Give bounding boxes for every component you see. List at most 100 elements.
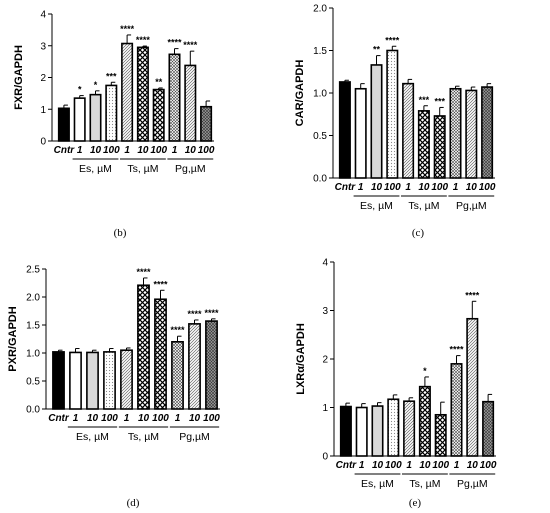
- bar: [481, 86, 494, 179]
- control-label: Cntr: [335, 182, 357, 193]
- group-label: Pg,µM: [175, 163, 206, 175]
- significance-mark: **: [155, 77, 163, 87]
- bar: [433, 115, 446, 179]
- concentration-label: 10: [90, 145, 102, 156]
- significance-mark: ****: [167, 38, 182, 48]
- significance-mark: ****: [385, 35, 400, 45]
- y-axis-title: CAR/GAPDH: [294, 60, 306, 127]
- control-label: Cntr: [54, 145, 76, 156]
- concentration-label: 1: [406, 460, 412, 471]
- concentration-label: 1: [73, 413, 79, 424]
- bar: [482, 400, 495, 457]
- significance-mark: **: [373, 45, 381, 55]
- concentration-label: 1: [405, 182, 411, 193]
- significance-mark: ****: [153, 279, 168, 289]
- bar: [205, 320, 218, 410]
- concentration-label: 1: [454, 460, 460, 471]
- significance-mark: *: [423, 366, 427, 376]
- bar: [370, 64, 383, 179]
- concentration-label: 10: [372, 460, 384, 471]
- significance-mark: *: [94, 80, 98, 90]
- significance-mark: ****: [449, 345, 464, 355]
- y-tick-label: 2.0: [313, 4, 327, 15]
- bar: [188, 323, 201, 410]
- bar: [449, 87, 462, 179]
- bar: [69, 351, 82, 410]
- bar: [152, 88, 165, 142]
- y-tick-label: 3: [40, 41, 46, 52]
- y-tick-label: 1.0: [313, 89, 327, 100]
- group-label: Ts, µM: [127, 163, 158, 175]
- bar: [386, 49, 399, 179]
- bar: [137, 284, 150, 410]
- y-tick-label: 3: [322, 306, 328, 317]
- bar: [136, 46, 149, 142]
- significance-mark: ***: [434, 96, 445, 106]
- concentration-label: 100: [480, 460, 497, 471]
- bar: [354, 87, 367, 179]
- concentration-label: 10: [419, 460, 431, 471]
- group-label: Pg,µM: [456, 200, 487, 212]
- y-tick-label: 0: [322, 452, 328, 463]
- concentration-label: 10: [189, 413, 201, 424]
- concentration-label: 100: [152, 413, 169, 424]
- panel-label-d: (d): [127, 497, 140, 509]
- y-axis-title: LXRα/GAPDH: [295, 323, 307, 395]
- bar: [200, 105, 213, 142]
- bar: [418, 385, 431, 457]
- concentration-label: 10: [137, 145, 149, 156]
- significance-mark: ****: [183, 40, 198, 50]
- panel-label-b: (b): [114, 227, 127, 239]
- significance-mark: ****: [136, 35, 151, 45]
- panel-b: 0 1 2 3 4 FXR/GAPDH Cntr * 1 * 10 *** 100 **** 1 **** 10…: [13, 10, 215, 176]
- bar: [73, 97, 86, 142]
- concentration-label: 100: [101, 413, 118, 424]
- bar: [57, 107, 70, 142]
- concentration-label: 1: [453, 182, 459, 193]
- bar: [465, 89, 478, 179]
- y-tick-label: 2: [40, 73, 46, 84]
- y-tick-label: 1.5: [313, 46, 327, 57]
- concentration-label: 100: [479, 182, 496, 193]
- bar: [86, 351, 99, 410]
- y-tick-label: 2: [322, 355, 328, 366]
- bar: [154, 298, 167, 410]
- group-label: Ts, µM: [408, 200, 439, 212]
- concentration-label: 100: [198, 145, 215, 156]
- bar: [355, 406, 368, 457]
- concentration-label: 10: [466, 182, 478, 193]
- bar: [402, 82, 415, 179]
- y-tick-label: 1.5: [26, 321, 40, 332]
- bar: [121, 42, 134, 142]
- y-tick-label: 0.5: [26, 377, 40, 388]
- bar: [403, 400, 416, 457]
- concentration-label: 10: [371, 182, 383, 193]
- bar: [171, 340, 184, 410]
- group-label: Es, µM: [79, 163, 112, 175]
- control-label: Cntr: [48, 413, 70, 424]
- y-tick-label: 1.0: [26, 349, 40, 360]
- concentration-label: 100: [203, 413, 220, 424]
- panel-label-c: (c): [412, 227, 425, 239]
- bar: [466, 317, 479, 457]
- concentration-label: 10: [185, 145, 197, 156]
- bar: [338, 81, 351, 179]
- y-tick-label: 4: [40, 10, 46, 21]
- concentration-label: 10: [138, 413, 150, 424]
- y-tick-label: 0: [40, 137, 46, 148]
- group-label: Ts, µM: [128, 431, 159, 443]
- bar: [105, 84, 118, 142]
- concentration-label: 1: [175, 413, 181, 424]
- concentration-label: 1: [77, 145, 83, 156]
- panel-label-e: (e): [409, 497, 422, 509]
- significance-mark: ****: [187, 309, 202, 319]
- significance-mark: ****: [136, 267, 151, 277]
- concentration-label: 1: [358, 182, 364, 193]
- group-label: Es, µM: [361, 478, 394, 490]
- y-tick-label: 4: [322, 258, 328, 269]
- y-tick-label: 2.5: [26, 265, 40, 276]
